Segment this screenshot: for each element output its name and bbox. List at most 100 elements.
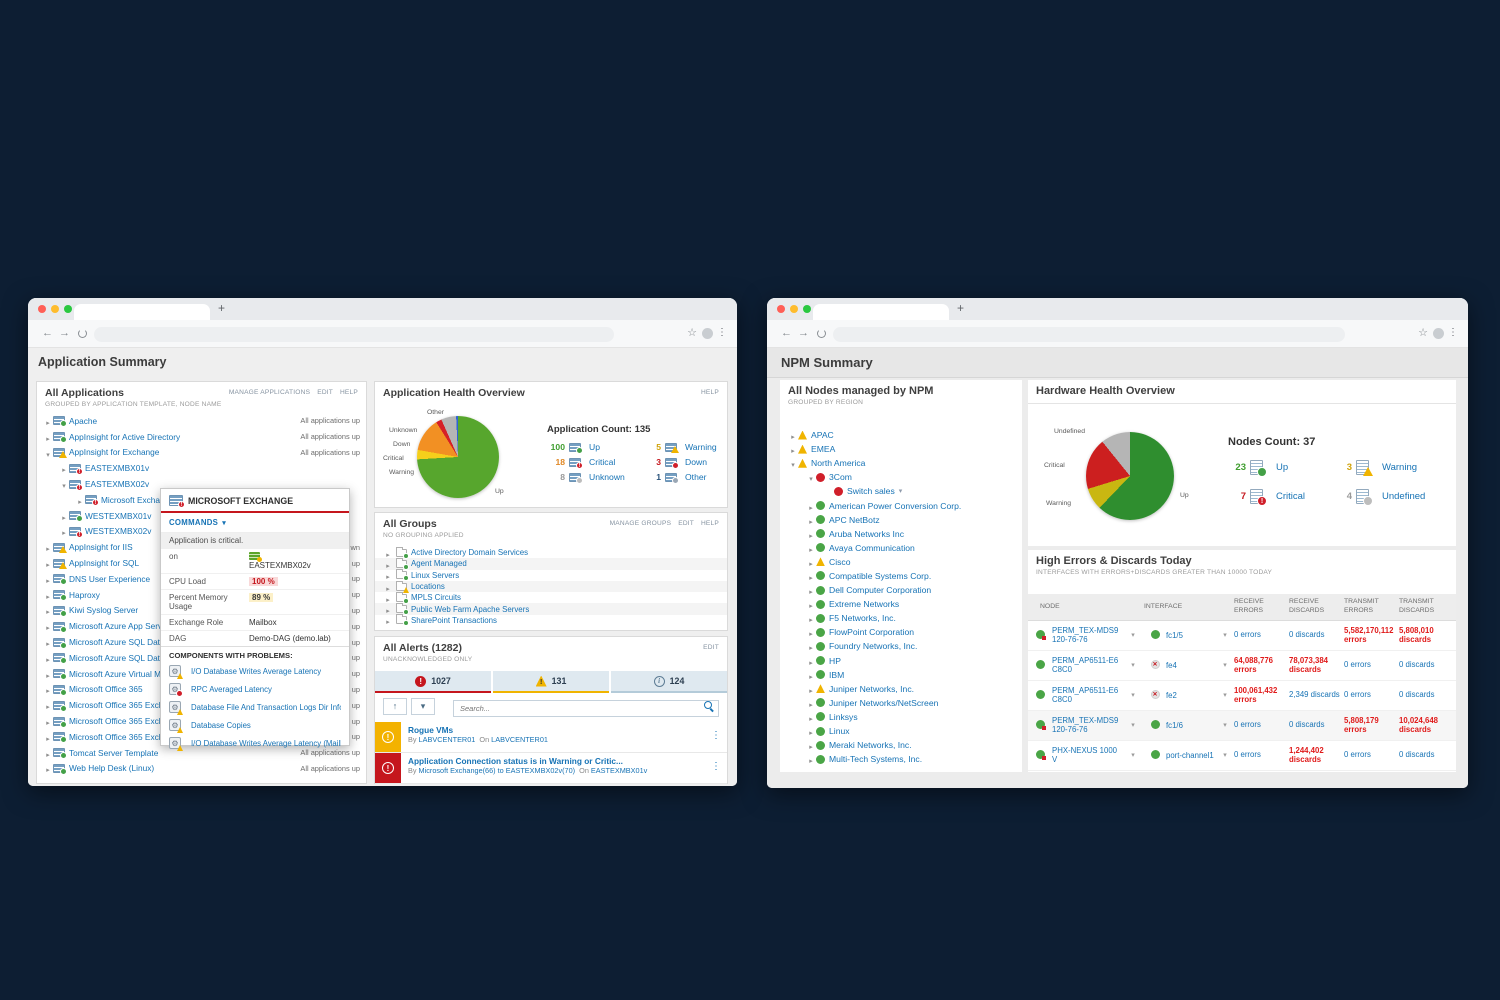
- browser-tab[interactable]: [813, 304, 949, 320]
- legend-label-link[interactable]: Warning: [1382, 462, 1418, 473]
- chevron-down-icon[interactable]: [899, 487, 903, 495]
- alert-title-link[interactable]: Rogue VMs: [408, 725, 454, 735]
- column-header-interface[interactable]: INTERFACE: [1144, 603, 1183, 611]
- application-tree-item[interactable]: DNS User Experience up: [37, 571, 366, 587]
- alert-on-link[interactable]: EASTEXMBX01v: [590, 766, 648, 775]
- expander-icon[interactable]: [806, 468, 816, 486]
- application-link[interactable]: Microsoft Office 365 Exchange: [69, 700, 182, 711]
- forward-icon[interactable]: →: [798, 327, 809, 339]
- browser-tab[interactable]: [74, 304, 210, 320]
- component-link[interactable]: RPC Averaged Latency: [191, 684, 272, 694]
- forward-icon[interactable]: →: [59, 327, 70, 339]
- alert-title-link[interactable]: Application Connection status is in Warn…: [408, 756, 623, 766]
- legend-label-link[interactable]: Critical: [1276, 491, 1306, 502]
- node-link[interactable]: Aruba Networks Inc: [829, 528, 904, 539]
- application-link[interactable]: Microsoft Office 365 Exchange: [69, 716, 182, 727]
- search-icon[interactable]: [704, 701, 715, 712]
- application-tree-item[interactable]: Microsoft Office 365 Exchange up: [37, 729, 366, 745]
- group-list-item[interactable]: Active Directory Domain Services: [375, 546, 727, 559]
- application-link[interactable]: Microsoft Office 365: [69, 684, 143, 695]
- expander-icon[interactable]: [806, 750, 816, 768]
- node-link[interactable]: Linux: [829, 726, 850, 737]
- node-tree-item[interactable]: Meraki Networks, Inc.: [780, 738, 1022, 752]
- column-header-transmit-errors[interactable]: TRANSMIT ERRORS: [1344, 598, 1379, 614]
- application-link[interactable]: WESTEXMBX02v: [85, 526, 152, 537]
- interface-link[interactable]: fe2: [1166, 690, 1177, 700]
- component-item[interactable]: ⚙ Database File And Transaction Logs Dir…: [161, 698, 349, 716]
- application-tree-item[interactable]: WESTEXMBX02v: [37, 524, 366, 540]
- profile-avatar[interactable]: [1433, 328, 1444, 339]
- node-link[interactable]: FlowPoint Corporation: [829, 627, 915, 638]
- node-link[interactable]: IBM: [829, 669, 845, 680]
- bookmark-star-icon[interactable]: ☆: [687, 327, 697, 339]
- node-link[interactable]: Cisco: [829, 556, 851, 567]
- node-link[interactable]: HP: [829, 655, 841, 666]
- sort-dropdown-button[interactable]: ▾: [411, 698, 435, 715]
- table-row[interactable]: PHX-NEXUS 1000V port-channel1 0 errors 1…: [1028, 741, 1456, 771]
- close-window-button[interactable]: [777, 305, 785, 313]
- application-link[interactable]: Haproxy: [69, 589, 100, 600]
- group-link[interactable]: Agent Managed: [411, 559, 467, 569]
- application-link[interactable]: Microsoft Azure Virtual Machine: [69, 668, 186, 679]
- node-link[interactable]: Compatible Systems Corp.: [829, 570, 932, 581]
- help-link[interactable]: HELP: [700, 520, 719, 527]
- sort-ascending-button[interactable]: ↑: [383, 698, 407, 715]
- application-health-pie[interactable]: [417, 416, 499, 498]
- chevron-down-icon[interactable]: [1216, 691, 1234, 699]
- interface-link[interactable]: fc1/6: [1166, 720, 1183, 730]
- node-tree-item[interactable]: Linux: [780, 724, 1022, 738]
- group-list-item[interactable]: Linux Servers: [375, 569, 727, 582]
- alert-list-item[interactable]: ! Application Connection status is in Wa…: [375, 753, 727, 784]
- chevron-down-icon[interactable]: [1122, 631, 1144, 639]
- alert-menu-icon[interactable]: ⋮: [711, 730, 721, 741]
- node-tree-item[interactable]: Multi-Tech Systems, Inc.: [780, 752, 1022, 766]
- node-tree-item[interactable]: Extreme Networks: [780, 597, 1022, 611]
- legend-label-link[interactable]: Warning: [685, 442, 717, 452]
- legend-label-link[interactable]: Other: [685, 472, 707, 482]
- node-link[interactable]: Foundry Networks, Inc.: [829, 641, 918, 652]
- application-tree-item[interactable]: Microsoft Azure SQL Database E up: [37, 650, 366, 666]
- maximize-window-button[interactable]: [803, 305, 811, 313]
- legend-label-link[interactable]: Unknown: [589, 472, 625, 482]
- application-link[interactable]: Microsoft Azure SQL Database: [69, 637, 183, 648]
- application-link[interactable]: Microsoft Exchange: [101, 494, 174, 505]
- hardware-health-pie[interactable]: [1086, 432, 1174, 520]
- node-tree-item[interactable]: Dell Computer Corporation: [780, 583, 1022, 597]
- node-tree-item[interactable]: FlowPoint Corporation: [780, 625, 1022, 639]
- alert-menu-icon[interactable]: ⋮: [711, 761, 721, 772]
- alert-by-link[interactable]: Microsoft Exchange(66) to EASTEXMBX02v(7…: [418, 766, 576, 775]
- node-link[interactable]: PERM_AP6511-E6C8C0: [1052, 655, 1119, 675]
- node-link[interactable]: Switch sales: [847, 486, 895, 497]
- table-row[interactable]: PERM_AP6511-E6C8C0 fe2 100,061,432 error…: [1028, 681, 1456, 711]
- group-list-item[interactable]: Agent Managed: [375, 557, 727, 570]
- application-tree-item[interactable]: Microsoft Azure SQL Database up: [37, 634, 366, 650]
- manage-groups-link[interactable]: MANAGE GROUPS: [609, 520, 672, 527]
- table-row[interactable]: PERM_AP6511-E6C8C0 fe4 64,088,776 errors…: [1028, 651, 1456, 681]
- expander-icon[interactable]: [788, 454, 798, 472]
- chevron-down-icon[interactable]: [1122, 661, 1144, 669]
- new-tab-button[interactable]: +: [218, 301, 226, 315]
- expander-icon[interactable]: [43, 444, 53, 462]
- node-link[interactable]: Dell Computer Corporation: [829, 585, 932, 596]
- chevron-down-icon[interactable]: [1216, 751, 1234, 759]
- manage-applications-link[interactable]: MANAGE APPLICATIONS: [228, 389, 311, 396]
- application-tree-item[interactable]: AppInsight for IIS wn: [37, 539, 366, 555]
- edit-link[interactable]: EDIT: [317, 389, 333, 396]
- chevron-down-icon[interactable]: [1216, 661, 1234, 669]
- application-tree-item[interactable]: Microsoft Office 365 up: [37, 682, 366, 698]
- application-link[interactable]: AppInsight for SQL: [69, 558, 140, 569]
- application-tree-item[interactable]: EASTEXMBX02v: [37, 476, 366, 492]
- node-link[interactable]: North America: [811, 458, 866, 469]
- expander-icon[interactable]: [383, 611, 393, 629]
- bookmark-star-icon[interactable]: ☆: [1418, 327, 1428, 339]
- column-header-transmit-discards[interactable]: TRANSMIT DISCARDS: [1399, 598, 1435, 614]
- interface-link[interactable]: fe4: [1166, 660, 1177, 670]
- group-link[interactable]: Linux Servers: [411, 570, 460, 580]
- maximize-window-button[interactable]: [64, 305, 72, 313]
- application-tree-item[interactable]: AppInsight for Exchange All applications…: [37, 445, 366, 461]
- node-link[interactable]: APAC: [811, 430, 834, 441]
- table-row[interactable]: PERM_TEX-MDS9120-76-76 fc1/5 0 errors 0 …: [1028, 621, 1456, 651]
- edit-link[interactable]: EDIT: [678, 520, 694, 527]
- group-link[interactable]: Public Web Farm Apache Servers: [411, 604, 530, 614]
- node-tree-item[interactable]: Avaya Communication: [780, 541, 1022, 555]
